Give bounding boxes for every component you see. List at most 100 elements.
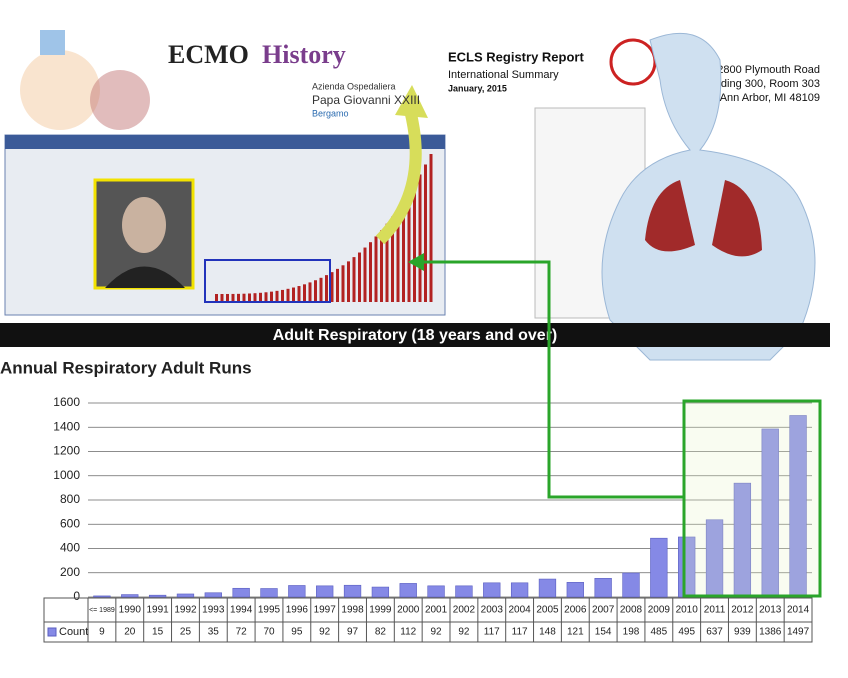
x-tick-label: 2009 bbox=[648, 605, 671, 616]
decor-bar bbox=[248, 293, 251, 302]
table-value: 92 bbox=[431, 627, 443, 638]
bar bbox=[93, 595, 111, 598]
decor bbox=[90, 70, 150, 130]
connector-head bbox=[408, 253, 424, 271]
x-tick-label: 2004 bbox=[508, 605, 531, 616]
bar bbox=[176, 593, 195, 598]
table-value: 939 bbox=[734, 627, 751, 638]
bar bbox=[343, 584, 362, 598]
highlight-box bbox=[682, 399, 822, 598]
table-value: 154 bbox=[595, 627, 612, 638]
decor-bar bbox=[413, 183, 416, 302]
history-title: History bbox=[262, 40, 346, 69]
decor-bar bbox=[253, 293, 257, 302]
address: Ann Arbor, MI 48109 bbox=[720, 92, 820, 104]
x-tick-label: 2010 bbox=[676, 605, 699, 616]
y-tick-label: 1600 bbox=[53, 395, 80, 409]
bar bbox=[288, 585, 306, 598]
table-value: 637 bbox=[706, 627, 723, 638]
bar bbox=[260, 588, 278, 598]
table-value: 9 bbox=[99, 627, 105, 638]
x-tick-label: 2013 bbox=[759, 605, 782, 616]
yellow-arrow-head bbox=[395, 85, 428, 118]
x-tick-label: 1995 bbox=[258, 605, 281, 616]
decor-bar bbox=[281, 289, 284, 302]
decor-bar bbox=[259, 292, 262, 302]
screenshot-frame bbox=[4, 134, 446, 316]
bar bbox=[483, 582, 501, 598]
x-tick-label: 2002 bbox=[453, 605, 476, 616]
bar bbox=[455, 585, 473, 598]
table-value: 92 bbox=[319, 627, 331, 638]
decor-bar bbox=[429, 154, 433, 302]
y-tick-label: 1400 bbox=[53, 419, 80, 433]
bar bbox=[538, 578, 557, 598]
decor-bar bbox=[325, 275, 328, 302]
table-value: 25 bbox=[180, 627, 192, 638]
decor-bar bbox=[242, 293, 246, 302]
decor-bar bbox=[407, 192, 411, 302]
decor-bar bbox=[402, 201, 405, 302]
table-value: 117 bbox=[484, 627, 500, 638]
bar bbox=[566, 582, 584, 598]
bar bbox=[622, 572, 640, 598]
x-tick-label: 1996 bbox=[286, 605, 309, 616]
highlight-box bbox=[204, 259, 331, 303]
person bbox=[601, 32, 816, 361]
x-tick-label: 2012 bbox=[731, 605, 754, 616]
connector bbox=[420, 260, 684, 499]
decor-bar bbox=[292, 287, 295, 302]
report-title: ECLS Registry Report bbox=[448, 49, 584, 64]
x-tick-label: 1993 bbox=[202, 605, 225, 616]
decor-bar bbox=[363, 247, 367, 302]
table-value: 15 bbox=[152, 627, 164, 638]
decor-bar bbox=[418, 174, 422, 302]
bar bbox=[650, 537, 668, 598]
decor-bar bbox=[319, 277, 323, 302]
banner bbox=[0, 323, 830, 347]
decor-bar bbox=[347, 261, 350, 302]
address: Building 300, Room 303 bbox=[703, 78, 820, 90]
table-value: 97 bbox=[347, 627, 359, 638]
bar bbox=[232, 587, 250, 598]
decor-bar bbox=[424, 164, 427, 302]
x-tick-label: 1999 bbox=[369, 605, 392, 616]
y-tick-label: 400 bbox=[60, 541, 80, 555]
table-value: 485 bbox=[651, 627, 668, 638]
table-value: 72 bbox=[236, 627, 248, 638]
table-value: 35 bbox=[208, 627, 220, 638]
report-date: January, 2015 bbox=[448, 83, 507, 93]
x-tick-label: 2008 bbox=[620, 605, 643, 616]
portrait-face bbox=[122, 197, 166, 253]
x-tick-label: 2003 bbox=[481, 605, 504, 616]
x-tick-label: 2007 bbox=[592, 605, 615, 616]
x-tick-label: 1992 bbox=[174, 605, 197, 616]
decor-bar bbox=[297, 286, 301, 302]
y-tick-label: 1200 bbox=[53, 444, 80, 458]
bar bbox=[510, 582, 529, 598]
x-tick-label: 2011 bbox=[704, 605, 726, 616]
chart: 0 200 400 600 800 1000 1200 1400 1600 Count <= 198… bbox=[43, 395, 813, 643]
decor-bar bbox=[380, 230, 383, 302]
decor bbox=[20, 50, 100, 130]
decor-bar bbox=[308, 282, 312, 302]
decor-bar bbox=[275, 290, 279, 302]
table-value: 112 bbox=[400, 627, 416, 638]
x-tick-label: <= 1989 bbox=[89, 607, 115, 614]
table-value: 495 bbox=[678, 627, 695, 638]
y-tick-label: 800 bbox=[60, 492, 80, 506]
table-value: 95 bbox=[291, 627, 303, 638]
x-tick-label: 2014 bbox=[787, 605, 810, 616]
decor-bar bbox=[237, 293, 240, 302]
screenshot-bar bbox=[5, 135, 445, 149]
decor-bar bbox=[220, 293, 224, 302]
table-value: 148 bbox=[539, 627, 556, 638]
hospital: Papa Giovanni XXIII bbox=[312, 93, 420, 107]
x-tick-label: 1990 bbox=[119, 605, 142, 616]
table-frame bbox=[43, 597, 813, 643]
x-tick-label: 2001 bbox=[425, 605, 448, 616]
report-subtitle: International Summary bbox=[448, 69, 559, 81]
bar bbox=[148, 594, 167, 598]
table-value: 121 bbox=[567, 627, 584, 638]
